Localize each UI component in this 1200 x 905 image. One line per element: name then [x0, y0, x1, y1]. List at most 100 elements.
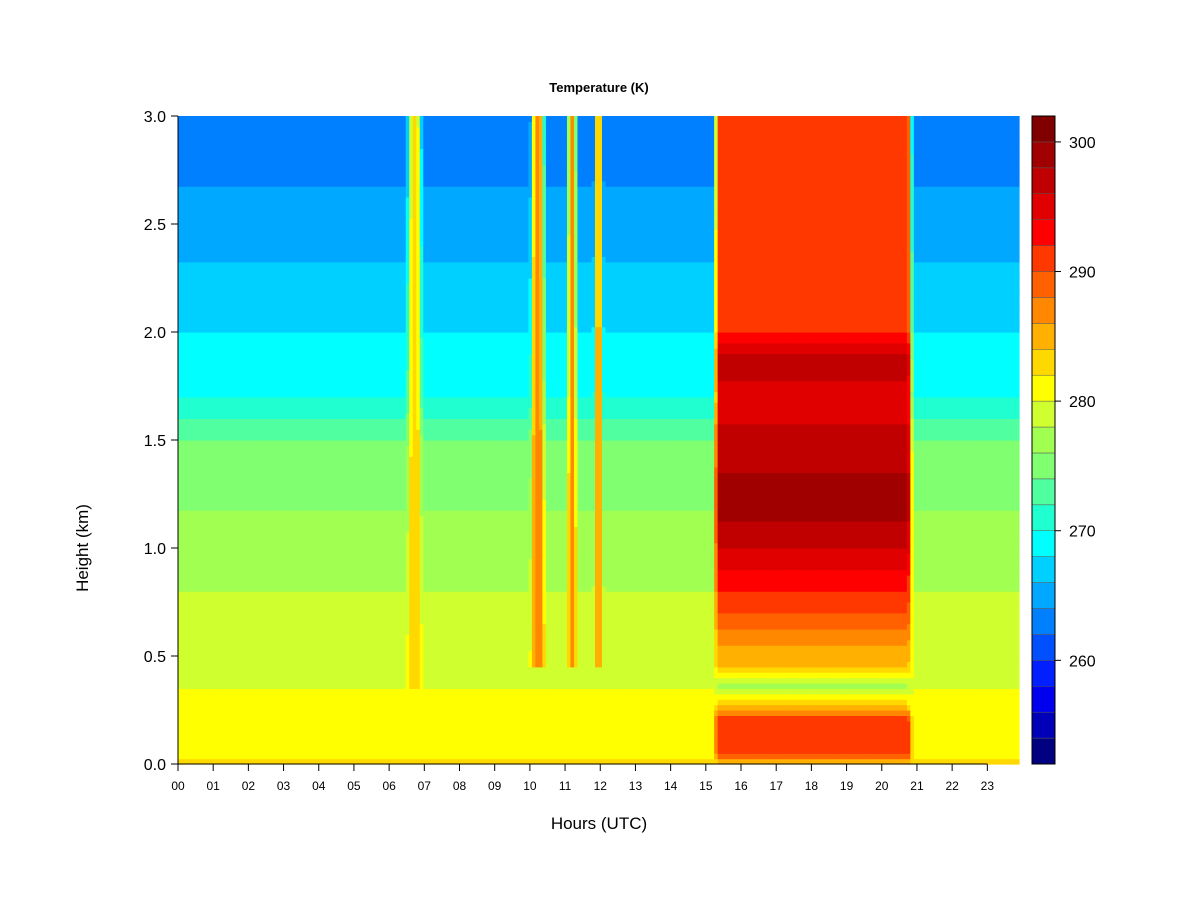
heatmap-cell — [311, 467, 316, 473]
heatmap-cell — [276, 364, 281, 371]
heatmap-cell — [181, 202, 186, 209]
heatmap-cell — [251, 229, 256, 236]
heatmap-cell — [209, 666, 214, 673]
heatmap-cell — [262, 483, 267, 490]
heatmap-cell — [206, 575, 211, 581]
heatmap-cell — [202, 180, 207, 187]
heatmap-cell — [181, 251, 186, 257]
heatmap-cell — [220, 359, 225, 365]
heatmap-cell — [276, 116, 281, 122]
heatmap-cell — [283, 364, 288, 371]
heatmap-cell — [241, 618, 246, 625]
heatmap-cell — [286, 299, 291, 306]
heatmap-cell — [283, 310, 288, 317]
heatmap-cell — [290, 229, 295, 236]
heatmap-cell — [314, 175, 319, 182]
heatmap-cell — [311, 553, 316, 560]
heatmap-cell — [251, 683, 256, 689]
heatmap-cell — [237, 564, 242, 571]
heatmap-cell — [223, 753, 228, 760]
heatmap-cell — [255, 224, 260, 230]
heatmap-cell — [178, 521, 183, 527]
heatmap-cell — [237, 477, 242, 484]
heatmap-cell — [230, 737, 235, 743]
heatmap-cell — [265, 585, 270, 592]
heatmap-cell — [283, 251, 288, 257]
heatmap-cell — [216, 137, 221, 144]
heatmap-cell — [307, 720, 312, 727]
heatmap-cell — [314, 272, 319, 279]
heatmap-cell — [188, 429, 193, 436]
heatmap-cell — [181, 483, 186, 490]
heatmap-cell — [318, 504, 323, 511]
heatmap-cell — [202, 359, 207, 365]
heatmap-cell — [293, 731, 298, 738]
heatmap-cell — [297, 369, 302, 376]
heatmap-cell — [276, 472, 281, 479]
heatmap-cell — [258, 418, 263, 425]
heatmap-cell — [209, 251, 214, 257]
heatmap-cell — [258, 499, 263, 506]
heatmap-cell — [223, 758, 228, 765]
heatmap-cell — [300, 396, 305, 403]
heatmap-cell — [234, 299, 239, 306]
heatmap-cell — [262, 251, 267, 257]
heatmap-cell — [290, 310, 295, 317]
heatmap-cell — [272, 180, 277, 187]
heatmap-cell — [220, 224, 225, 230]
heatmap-cell — [185, 758, 190, 765]
heatmap-cell — [321, 585, 326, 592]
heatmap-cell — [223, 423, 228, 430]
heatmap-cell — [293, 747, 298, 754]
heatmap-cell — [276, 229, 281, 236]
heatmap-cell — [234, 450, 239, 457]
heatmap-cell — [311, 164, 316, 171]
heatmap-cell — [244, 704, 249, 711]
heatmap-cell — [244, 450, 249, 457]
heatmap-cell — [272, 537, 277, 544]
heatmap-cell — [272, 558, 277, 565]
heatmap-cell — [265, 375, 270, 382]
heatmap-cell — [286, 164, 291, 171]
heatmap-cell — [192, 180, 197, 187]
heatmap-cell — [304, 558, 309, 565]
heatmap-cell — [188, 483, 193, 490]
heatmap-cell — [223, 553, 228, 560]
heatmap-cell — [293, 510, 298, 517]
heatmap-cell — [318, 585, 323, 592]
heatmap-cell — [300, 494, 305, 500]
heatmap-cell — [195, 445, 200, 452]
heatmap-cell — [283, 369, 288, 376]
heatmap-cell — [311, 380, 316, 387]
heatmap-cell — [276, 488, 281, 495]
heatmap-cell — [297, 218, 302, 225]
heatmap-cell — [321, 423, 326, 430]
heatmap-cell — [209, 272, 214, 279]
heatmap-cell — [258, 353, 263, 360]
heatmap-cell — [178, 180, 183, 187]
heatmap-cell — [300, 661, 305, 668]
heatmap-cell — [227, 332, 232, 338]
heatmap-cell — [293, 661, 298, 668]
heatmap-cell — [262, 445, 267, 452]
heatmap-cell — [262, 666, 267, 673]
heatmap-cell — [279, 758, 284, 765]
heatmap-cell — [255, 737, 260, 743]
heatmap-cell — [258, 472, 263, 479]
heatmap-cell — [265, 629, 270, 635]
heatmap-cell — [188, 299, 193, 306]
heatmap-cell — [283, 429, 288, 436]
heatmap-cell — [272, 504, 277, 511]
heatmap-cell — [206, 726, 211, 733]
heatmap-cell — [258, 294, 263, 301]
heatmap-cell — [206, 440, 211, 446]
heatmap-cell — [314, 666, 319, 673]
heatmap-cell — [251, 321, 256, 328]
heatmap-cell — [283, 504, 288, 511]
heatmap-cell — [181, 677, 186, 684]
heatmap-cell — [192, 602, 197, 608]
heatmap-cell — [223, 531, 228, 538]
heatmap-cell — [181, 499, 186, 506]
heatmap-cell — [272, 715, 277, 722]
